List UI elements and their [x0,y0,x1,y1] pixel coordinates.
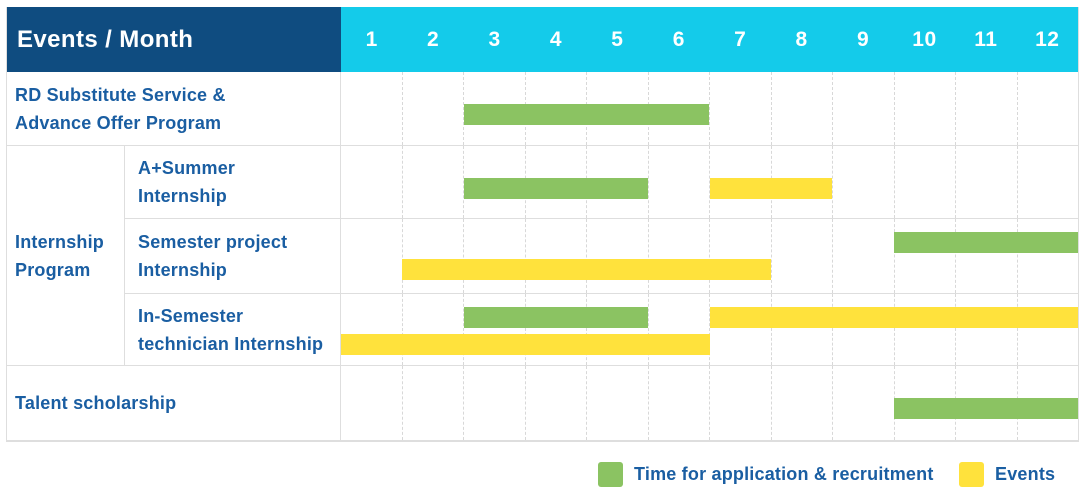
month-column [341,146,403,218]
month-column [1018,72,1079,145]
month-header-6: 6 [648,7,710,72]
month-gridlines [341,72,1078,145]
bar-events-m7-12 [709,307,1078,328]
month-column [956,72,1018,145]
month-column [1018,146,1079,218]
month-column [526,219,587,293]
month-column [833,294,895,365]
month-column [710,294,772,365]
row-timeline [341,146,1078,219]
month-column [833,219,895,293]
row-timeline [341,72,1078,146]
row-timeline [341,366,1078,441]
row-timeline [341,294,1078,366]
month-gridlines [341,294,1078,365]
month-column [1018,219,1079,293]
bar-application-m3-5 [463,307,649,328]
row-timeline [341,219,1078,294]
month-column [772,72,833,145]
month-column [772,219,833,293]
legend-swatch-events [959,462,984,487]
month-column [895,146,956,218]
month-header-8: 8 [770,7,833,72]
month-header-7: 7 [709,7,771,72]
month-column [403,366,464,440]
bar-events-m2-7 [402,259,771,280]
month-column [403,294,464,365]
month-column [341,219,403,293]
month-column [772,146,833,218]
month-column [464,219,526,293]
row-label: Semester project Internship [125,219,341,294]
month-header-5: 5 [586,7,649,72]
month-column [341,366,403,440]
bar-application-m3-5 [463,178,649,199]
month-column [649,366,710,440]
legend-item-application: Time for application & recruitment [598,462,934,487]
bar-application-m10-12 [893,232,1078,253]
month-column [403,72,464,145]
month-column [649,72,710,145]
group-label: Internship Program [7,146,125,366]
month-column [587,366,649,440]
legend-label-application: Time for application & recruitment [634,464,934,484]
month-header-12: 12 [1016,7,1078,72]
month-header-11: 11 [955,7,1017,72]
month-header-1: 1 [341,7,403,72]
month-column [464,366,526,440]
month-header-3: 3 [463,7,526,72]
month-gridlines [341,219,1078,293]
month-header-4: 4 [525,7,587,72]
month-column [833,72,895,145]
month-column [341,294,403,365]
month-column [895,219,956,293]
legend-swatch-application [598,462,623,487]
month-column [341,72,403,145]
month-column [772,366,833,440]
bar-events-m7-8 [709,178,833,199]
month-header-9: 9 [832,7,894,72]
month-column [587,219,649,293]
month-column [710,219,772,293]
month-column [710,366,772,440]
month-column [710,72,772,145]
month-column [403,219,464,293]
month-column [1018,294,1079,365]
legend-label-events: Events [995,464,1056,484]
gantt-table: Events / Month 1 2 3 4 5 6 7 8 9 10 11 12 RD Substitu… [6,7,1079,442]
month-column [956,219,1018,293]
month-header-2: 2 [402,7,464,72]
month-column [772,294,833,365]
month-column [956,294,1018,365]
row-label: In-Semester technician Internship [125,294,341,366]
bar-application-m10-12 [893,398,1078,419]
bar-application-m3-6 [463,104,710,125]
month-column [526,294,587,365]
row-label: RD Substitute Service & Advance Offer Pr… [7,72,341,146]
month-column [649,219,710,293]
events-month-header: Events / Month [7,7,341,72]
month-column [833,146,895,218]
month-column [526,366,587,440]
row-label: A+Summer Internship [125,146,341,219]
month-column [956,146,1018,218]
month-column [403,146,464,218]
row-label: Talent scholarship [7,366,341,441]
month-column [649,146,710,218]
month-column [895,294,956,365]
month-column [464,294,526,365]
month-column [649,294,710,365]
bar-events-m1-6 [341,334,710,355]
month-column [587,294,649,365]
month-column [833,366,895,440]
month-header-10: 10 [893,7,956,72]
legend-item-events: Events [959,462,1055,487]
month-column [895,72,956,145]
